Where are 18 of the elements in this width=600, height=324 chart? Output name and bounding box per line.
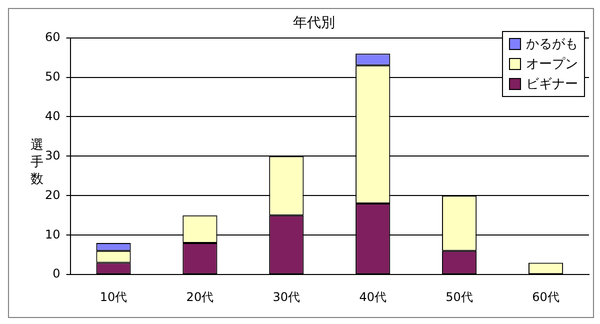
x-tick-label: 30代 (272, 290, 300, 304)
y-tick-label: 10 (44, 227, 60, 242)
y-tick-label: 60 (44, 30, 60, 44)
x-tick-label: 10代 (100, 290, 128, 304)
x-tick-label: 50代 (446, 290, 473, 304)
y-tick-label: 50 (44, 69, 60, 84)
y-tick-label: 40 (44, 108, 60, 123)
y-tick-label: 0 (52, 266, 60, 281)
x-tick-label: 40代 (359, 290, 387, 304)
x-tick-label: 60代 (532, 290, 560, 304)
x-tick-label: 20代 (186, 290, 214, 304)
y-tick-label: 30 (44, 148, 60, 162)
legend-label: オープン (526, 56, 578, 73)
legend-label: かるがも (526, 36, 578, 53)
legend-label: ビギナー (526, 76, 578, 93)
chart-title: 年代別 (293, 15, 335, 32)
y-tick-label: 20 (44, 188, 60, 202)
y-axis-title: 選手数 (30, 137, 44, 188)
